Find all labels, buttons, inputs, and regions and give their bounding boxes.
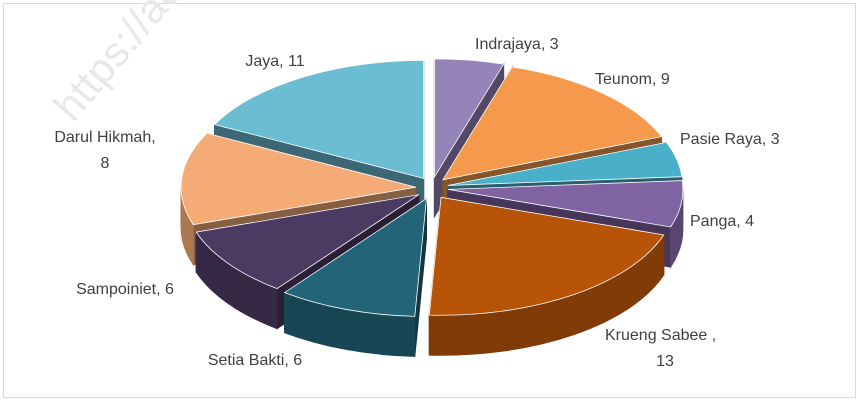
- data-label: Sampoiniet, 6: [76, 281, 174, 298]
- category-name: Setia Bakti: [208, 352, 284, 369]
- slice: [428, 196, 665, 356]
- separator: ,: [541, 36, 550, 53]
- slice: [442, 66, 663, 181]
- slice: [283, 197, 427, 317]
- value-label: 6: [165, 281, 174, 298]
- slice: [447, 141, 683, 186]
- data-label: Teunom, 9: [595, 71, 670, 88]
- value-label: 11: [288, 53, 305, 70]
- data-label: Darul Hikmah,: [54, 129, 155, 146]
- separator: ,: [736, 213, 745, 230]
- value-label: 6: [293, 352, 302, 369]
- data-label: Indrajaya, 3: [475, 36, 559, 53]
- separator: ,: [707, 327, 716, 344]
- value-label: 8: [101, 155, 110, 172]
- category-name: Jaya: [245, 53, 279, 70]
- data-label: Jaya, 11: [245, 53, 304, 70]
- data-label: Pasie Raya, 3: [680, 131, 780, 148]
- slice: [428, 196, 665, 316]
- data-label: Panga, 4: [690, 213, 754, 230]
- value-label: 4: [745, 213, 754, 230]
- slice: [180, 132, 417, 226]
- slice: [283, 197, 427, 357]
- slice: [213, 59, 425, 179]
- pie: [180, 58, 684, 357]
- slice: [447, 180, 684, 228]
- separator: ,: [762, 131, 771, 148]
- category-name: Sampoiniet: [76, 281, 157, 298]
- separator: ,: [156, 281, 165, 298]
- value-label: 13: [656, 353, 674, 370]
- separator: ,: [284, 352, 293, 369]
- slice: [434, 58, 505, 179]
- value-label: 9: [661, 71, 670, 88]
- separator: ,: [151, 129, 155, 146]
- separator: ,: [279, 53, 288, 70]
- separator: ,: [652, 71, 661, 88]
- value-label: 3: [771, 131, 780, 148]
- category-name: Teunom: [595, 71, 652, 88]
- category-name: Pasie Raya: [680, 131, 762, 148]
- labels: Indrajaya, 3 Teunom, 9 Pasie Raya, 3 Panga,…: [54, 36, 779, 370]
- slice: [195, 194, 420, 290]
- category-name: Krueng Sabee: [605, 327, 707, 344]
- data-label: Krueng Sabee ,: [605, 327, 716, 344]
- data-label: Setia Bakti, 6: [208, 352, 302, 369]
- category-name: Darul Hikmah: [54, 129, 151, 146]
- value-label: 3: [550, 36, 559, 53]
- category-name: Indrajaya: [475, 36, 541, 53]
- category-name: Panga: [690, 213, 736, 230]
